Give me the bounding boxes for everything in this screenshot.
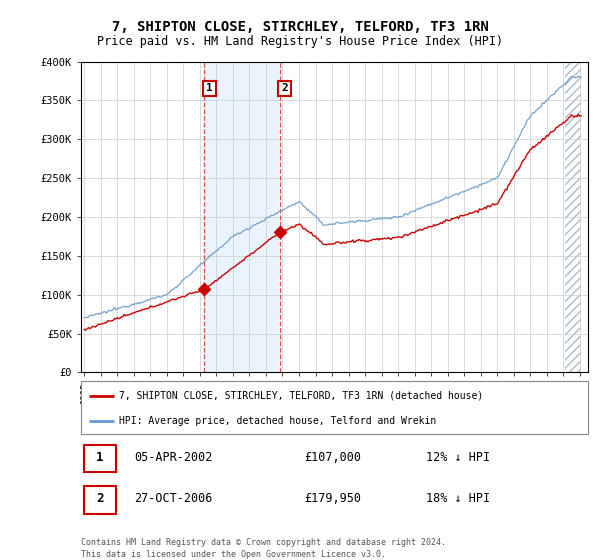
- Text: £179,950: £179,950: [304, 492, 361, 505]
- Text: 1: 1: [206, 83, 213, 94]
- Text: 7, SHIPTON CLOSE, STIRCHLEY, TELFORD, TF3 1RN (detached house): 7, SHIPTON CLOSE, STIRCHLEY, TELFORD, TF…: [119, 391, 483, 401]
- FancyBboxPatch shape: [83, 486, 116, 514]
- Text: 12% ↓ HPI: 12% ↓ HPI: [426, 451, 490, 464]
- Text: 2: 2: [281, 83, 288, 94]
- Text: 18% ↓ HPI: 18% ↓ HPI: [426, 492, 490, 505]
- Text: 27-OCT-2006: 27-OCT-2006: [134, 492, 212, 505]
- Text: 7, SHIPTON CLOSE, STIRCHLEY, TELFORD, TF3 1RN: 7, SHIPTON CLOSE, STIRCHLEY, TELFORD, TF…: [112, 20, 488, 34]
- Text: This data is licensed under the Open Government Licence v3.0.: This data is licensed under the Open Gov…: [81, 550, 386, 559]
- FancyBboxPatch shape: [81, 381, 588, 434]
- Text: £107,000: £107,000: [304, 451, 361, 464]
- Text: 2: 2: [96, 492, 104, 505]
- Text: HPI: Average price, detached house, Telford and Wrekin: HPI: Average price, detached house, Telf…: [119, 416, 436, 426]
- Text: 05-APR-2002: 05-APR-2002: [134, 451, 212, 464]
- Text: Contains HM Land Registry data © Crown copyright and database right 2024.: Contains HM Land Registry data © Crown c…: [81, 538, 446, 547]
- Text: 1: 1: [96, 451, 104, 464]
- FancyBboxPatch shape: [83, 445, 116, 472]
- Text: Price paid vs. HM Land Registry's House Price Index (HPI): Price paid vs. HM Land Registry's House …: [97, 35, 503, 48]
